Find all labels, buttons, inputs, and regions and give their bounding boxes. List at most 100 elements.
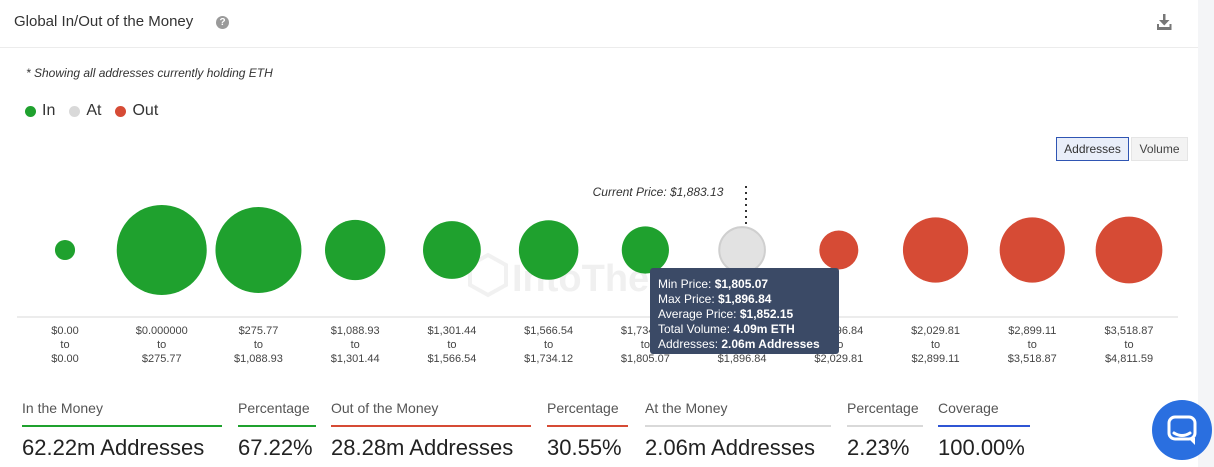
page-title: Global In/Out of the Money [14, 13, 194, 30]
stat-out-of-the-money: Out of the Money 28.28m Addresses [331, 400, 531, 461]
legend-dot-in [25, 105, 36, 117]
stat-label: Percentage [547, 400, 628, 427]
stat-label: At the Money [645, 400, 831, 427]
tick-label-to: to [447, 339, 456, 351]
tick-label-from: $1,088.93 [331, 325, 380, 337]
stat-label: In the Money [22, 400, 222, 427]
legend-item-in[interactable]: In [25, 102, 55, 120]
tooltip-max-price: $1,896.84 [718, 292, 772, 306]
tooltip-total-volume-row: Total Volume: 4.09m ETH [658, 322, 831, 337]
tooltip-min-price-row: Min Price: $1,805.07 [658, 277, 831, 292]
bubble-out[interactable] [902, 217, 969, 283]
addresses-toggle-button[interactable]: Addresses [1056, 137, 1129, 161]
stat-label: Percentage [238, 400, 316, 427]
current-price-label: Current Price: $1,883.13 [593, 185, 724, 199]
tick-label-to: to [1124, 339, 1133, 351]
help-icon[interactable]: ? [216, 16, 229, 29]
tooltip-min-price-label: Min Price: [658, 277, 712, 291]
legend-dot-at [69, 105, 81, 117]
stat-value: 100.00% [938, 435, 1025, 460]
tooltip-addresses-row: Addresses: 2.06m Addresses [658, 337, 831, 352]
chart-legend: In At Out [25, 102, 158, 120]
legend-label-in: In [42, 102, 56, 119]
tick-label-to-value: $275.77 [142, 353, 182, 365]
bubble-in[interactable] [116, 205, 207, 295]
x-axis-labels: $0.00 to $0.00 $0.000000 to $275.77 $275.77 to $… [51, 325, 1153, 365]
tick-label-to-value: $2,899.11 [911, 353, 959, 365]
tick-label-from: $1,566.54 [524, 325, 573, 337]
tick-label-to-value: $2,029.81 [814, 353, 863, 365]
tick-label-to: to [931, 339, 940, 351]
bubble-in[interactable] [621, 226, 669, 274]
bubble-in[interactable] [324, 219, 386, 281]
stat-at-percentage: Percentage 2.23% [847, 400, 923, 461]
tick-label-to-value: $1,566.54 [427, 353, 476, 365]
tooltip-avg-price: $1,852.15 [739, 307, 794, 321]
stat-value: 67.22% [238, 435, 313, 460]
tick-label-to-value: $1,805.07 [621, 353, 670, 365]
holding-note: * Showing all addresses currently holdin… [26, 66, 273, 80]
tick-label-from: $1,301.44 [427, 325, 476, 337]
tick-label-to-value: $1,088.93 [234, 353, 283, 365]
bubble-in[interactable] [215, 207, 302, 293]
tooltip-addresses-label: Addresses: [658, 337, 719, 351]
stat-in-the-money: In the Money 62.22m Addresses [22, 400, 222, 461]
tooltip-total-volume-label: Total Volume: [658, 322, 731, 336]
card-header: Global In/Out of the Money ? [0, 0, 1198, 48]
bubble-in[interactable] [518, 220, 579, 280]
bubble-at[interactable] [718, 226, 766, 274]
legend-item-at[interactable]: At [69, 102, 101, 120]
bubble-out[interactable] [999, 217, 1065, 283]
tick-label-to-value: $1,301.44 [331, 353, 380, 365]
tick-label-from: $3,518.87 [1105, 325, 1154, 337]
stat-label: Out of the Money [331, 400, 531, 427]
tick-label-to-value: $1,896.84 [718, 353, 767, 365]
tick-label-to: to [351, 339, 360, 351]
tooltip-max-price-row: Max Price: $1,896.84 [658, 292, 831, 307]
stat-value: 2.06m Addresses [645, 435, 815, 460]
tick-label-from: $0.00 [51, 325, 79, 337]
stat-value: 62.22m Addresses [22, 435, 205, 460]
legend-label-at: At [86, 102, 102, 119]
bubble-in[interactable] [54, 239, 76, 261]
tick-label-to: to [1028, 339, 1037, 351]
tooltip-max-price-label: Max Price: [658, 292, 715, 306]
legend-dot-out [115, 105, 127, 117]
stat-label: Percentage [847, 400, 923, 427]
stat-value: 28.28m Addresses [331, 435, 514, 460]
tick-label-to: to [254, 339, 263, 351]
chat-icon [1167, 415, 1197, 445]
tick-label-to-value: $3,518.87 [1008, 353, 1057, 365]
bubbles-group [54, 205, 1163, 295]
tick-label-to-value: $0.00 [51, 353, 79, 365]
bubble-chart: IntoThe Current Price: $1,883.13 $0.00to… [17, 185, 1178, 365]
tick-label-from: $2,029.81 [911, 325, 960, 337]
tick-label-from: $2,899.11 [1008, 325, 1056, 337]
tick-label-to: to [157, 339, 166, 351]
stat-at-the-money: At the Money 2.06m Addresses [645, 400, 831, 461]
tick-label-to: to [641, 339, 650, 351]
tooltip-avg-price-label: Average Price: [658, 307, 737, 321]
tooltip-addresses: 2.06m Addresses [721, 337, 820, 351]
stat-label: Coverage [938, 400, 1030, 427]
download-icon[interactable] [1154, 12, 1174, 32]
tooltip-avg-price-row: Average Price: $1,852.15 [658, 307, 831, 322]
tick-label-from: $275.77 [239, 325, 279, 337]
chat-button[interactable] [1152, 400, 1212, 460]
stat-value: 2.23% [847, 435, 910, 460]
bubble-out[interactable] [1095, 216, 1163, 284]
bubble-out[interactable] [819, 230, 859, 270]
stat-out-percentage: Percentage 30.55% [547, 400, 628, 461]
tooltip-total-volume: 4.09m ETH [733, 322, 795, 336]
legend-label-out: Out [132, 102, 159, 119]
tooltip-min-price: $1,805.07 [714, 277, 769, 291]
stat-value: 30.55% [547, 435, 622, 460]
bubble-in[interactable] [423, 221, 481, 279]
tooltip: Min Price: $1,805.07 Max Price: $1,896.8… [650, 268, 839, 354]
stat-coverage: Coverage 100.00% [938, 400, 1030, 461]
tick-label-to-value: $4,811.59 [1105, 353, 1153, 365]
legend-item-out[interactable]: Out [115, 102, 158, 120]
volume-toggle-button[interactable]: Volume [1131, 137, 1188, 161]
tick-label-to: to [60, 339, 69, 351]
